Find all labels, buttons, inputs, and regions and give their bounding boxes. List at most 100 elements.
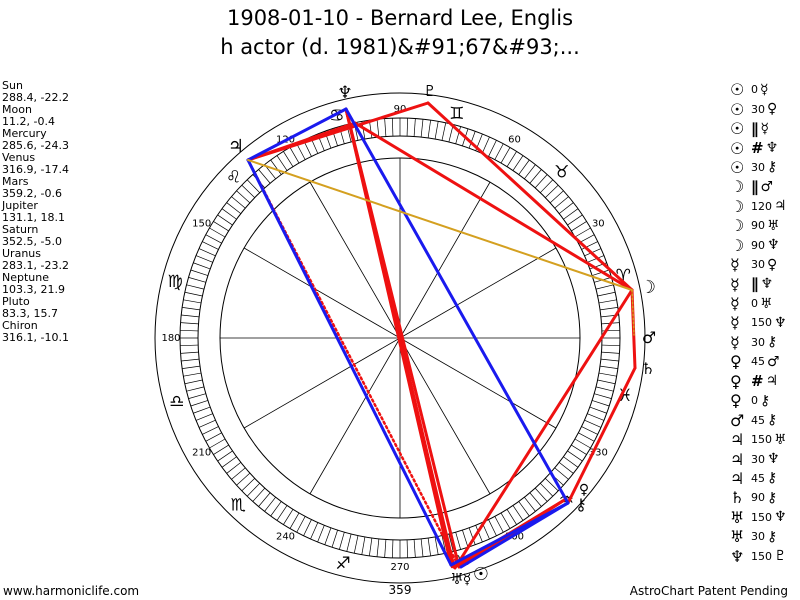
- chart-title-line-2: h actor (d. 1981)&#91;67&#93;...: [220, 35, 580, 59]
- degree-tick: [180, 329, 199, 332]
- degree-tick: [205, 432, 222, 442]
- degree-label: 90: [394, 104, 407, 115]
- degree-tick: [475, 525, 483, 543]
- degree-tick: [581, 426, 598, 435]
- degree-tick: [441, 122, 447, 141]
- zodiac-leo-icon: ♌: [226, 167, 241, 187]
- aspect-angle: 30: [751, 102, 765, 116]
- degree-tick: [236, 472, 251, 486]
- degree-tick: [540, 179, 554, 193]
- aspect-line-red-dotted: [344, 107, 454, 569]
- aspect-angle: ∥: [751, 275, 759, 294]
- degree-tick: [188, 393, 206, 399]
- degree-tick: [534, 174, 548, 189]
- planet-name: Mars: [2, 175, 29, 188]
- house-spoke: [399, 337, 491, 495]
- degree-tick: [567, 450, 583, 462]
- degree-tick: [283, 151, 294, 167]
- degree-tick: [534, 487, 548, 502]
- aspect-planet-2-icon: ♆: [774, 509, 787, 526]
- aspect-angle: 150: [751, 433, 772, 447]
- aspect-row: ☉ ∥ ☿: [730, 119, 800, 138]
- planet-coords: 316.9, -17.4: [2, 163, 69, 176]
- aspect-row: ♅ 30 ⚷: [730, 527, 800, 546]
- aspect-planet-1-icon: ☿: [730, 294, 740, 314]
- aspect-row: ☿ 0 ♅: [730, 294, 800, 313]
- degree-tick: [346, 533, 352, 552]
- aspect-planet-2-icon: ♆: [767, 451, 780, 468]
- aspect-angle: 30: [751, 452, 765, 466]
- degree-tick: [188, 277, 206, 283]
- degree-tick: [246, 179, 260, 193]
- jupiter-icon: ♃: [228, 136, 244, 157]
- degree-tick: [427, 120, 431, 139]
- degree-tick: [226, 462, 242, 474]
- planet-name: Moon: [2, 103, 32, 116]
- aspect-row: ☿ 30 ♀: [730, 255, 800, 274]
- aspect-angle: 150: [751, 510, 772, 524]
- degree-tick: [226, 202, 242, 214]
- degree-tick: [545, 478, 559, 492]
- aspect-planet-2-icon: ♂: [760, 178, 774, 195]
- chart-title-line-1: 1908-01-10 - Bernard Lee, Englis: [226, 6, 574, 30]
- degree-tick: [494, 516, 504, 533]
- aspect-planet-1-icon: ♀: [730, 352, 742, 372]
- aspect-planet-2-icon: ⚷: [767, 334, 778, 351]
- degree-tick: [592, 400, 610, 407]
- degree-tick: [376, 538, 380, 557]
- zodiac-taurus-icon: ♉: [554, 163, 569, 183]
- planet-coords: 11.2, -0.4: [2, 115, 55, 128]
- aspect-row: ☿ ∥ ♆: [730, 274, 800, 294]
- aspect-angle: 0: [751, 394, 758, 408]
- aspect-angle: 150: [751, 549, 772, 563]
- degree-tick: [209, 227, 226, 238]
- degree-tick: [213, 221, 229, 232]
- neptune-icon: ♆: [337, 83, 352, 103]
- degree-tick: [296, 516, 306, 533]
- degree-tick: [289, 147, 300, 164]
- degree-tick: [406, 118, 409, 137]
- aspect-planet-2-icon: ♇: [774, 548, 787, 565]
- aspect-planet-1-icon: ☽: [730, 177, 745, 197]
- aspect-planet-2-icon: ♆: [767, 237, 780, 254]
- degree-tick: [506, 151, 517, 167]
- degree-tick: [317, 525, 325, 543]
- degree-tick: [594, 393, 612, 399]
- degree-tick: [567, 214, 583, 226]
- aspect-row: ☿ 30 ⚷: [730, 333, 800, 352]
- degree-tick: [183, 299, 202, 304]
- aspect-planet-2-icon: ♃: [774, 198, 787, 215]
- degree-tick: [488, 140, 497, 157]
- aspect-row: ♃ 45 ⚷: [730, 469, 800, 488]
- aspect-planet-1-icon: ♀: [730, 371, 742, 391]
- degree-label: 180: [161, 333, 180, 344]
- aspect-row: ♂ 45 ⚷: [730, 410, 800, 430]
- degree-tick: [217, 214, 233, 226]
- degree-tick: [558, 462, 574, 474]
- degree-tick: [180, 351, 199, 354]
- zodiac-gemini-icon: ♊: [449, 104, 464, 124]
- aspect-row: ♃ 30 ♆: [730, 449, 800, 469]
- degree-tick: [195, 413, 213, 421]
- aspect-angle: 45: [751, 471, 765, 485]
- degree-tick: [481, 136, 490, 154]
- aspect-row: ☉ 0 ☿: [730, 80, 800, 99]
- degree-label: 270: [390, 562, 409, 573]
- degree-tick: [186, 284, 205, 290]
- degree-tick: [339, 532, 345, 550]
- aspect-planet-2-icon: ♀: [767, 256, 778, 273]
- degree-tick: [195, 255, 213, 263]
- aspect-planet-2-icon: ☿: [760, 81, 769, 98]
- degree-tick: [524, 164, 536, 180]
- degree-tick: [512, 155, 524, 171]
- degree-tick: [190, 400, 208, 407]
- mercury-icon: ☿: [463, 572, 472, 588]
- aspect-planet-2-icon: ☿: [760, 120, 770, 137]
- degree-tick: [231, 196, 246, 209]
- degree-tick: [434, 121, 439, 140]
- aspect-row: ☉ 30 ⚷: [730, 158, 800, 177]
- aspect-planet-1-icon: ☉: [730, 80, 745, 100]
- aspect-angle: 120: [751, 199, 772, 213]
- degree-tick: [601, 344, 620, 347]
